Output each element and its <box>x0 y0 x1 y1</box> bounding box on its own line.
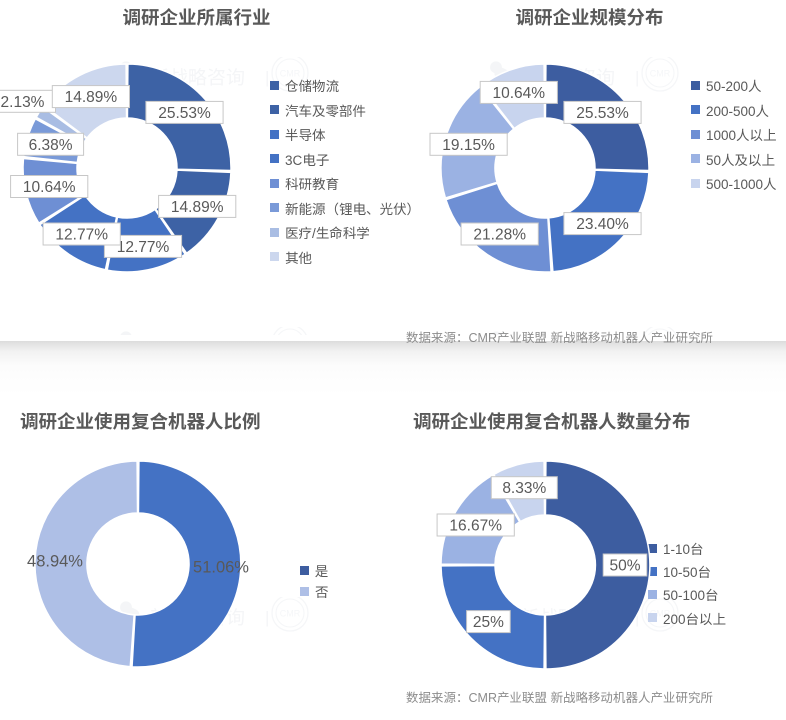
svg-text:19.15%: 19.15% <box>442 137 495 154</box>
svg-text:10.64%: 10.64% <box>23 179 76 196</box>
svg-text:8.33%: 8.33% <box>502 480 546 497</box>
svg-text:25%: 25% <box>473 614 504 631</box>
svg-text:23.40%: 23.40% <box>576 216 629 233</box>
svg-text:21.28%: 21.28% <box>473 227 526 244</box>
svg-text:48.94%: 48.94% <box>27 553 83 571</box>
svg-text:2.13%: 2.13% <box>1 94 45 111</box>
svg-text:25.53%: 25.53% <box>158 105 211 122</box>
svg-text:50%: 50% <box>609 558 640 575</box>
svg-text:16.67%: 16.67% <box>449 518 502 535</box>
svg-text:14.89%: 14.89% <box>171 199 224 216</box>
svg-text:10.64%: 10.64% <box>493 85 546 102</box>
svg-text:12.77%: 12.77% <box>117 239 170 256</box>
svg-text:25.53%: 25.53% <box>576 105 629 122</box>
svg-text:12.77%: 12.77% <box>55 227 108 244</box>
svg-text:14.89%: 14.89% <box>65 89 118 106</box>
svg-text:51.06%: 51.06% <box>193 558 249 576</box>
svg-text:6.38%: 6.38% <box>29 137 73 154</box>
